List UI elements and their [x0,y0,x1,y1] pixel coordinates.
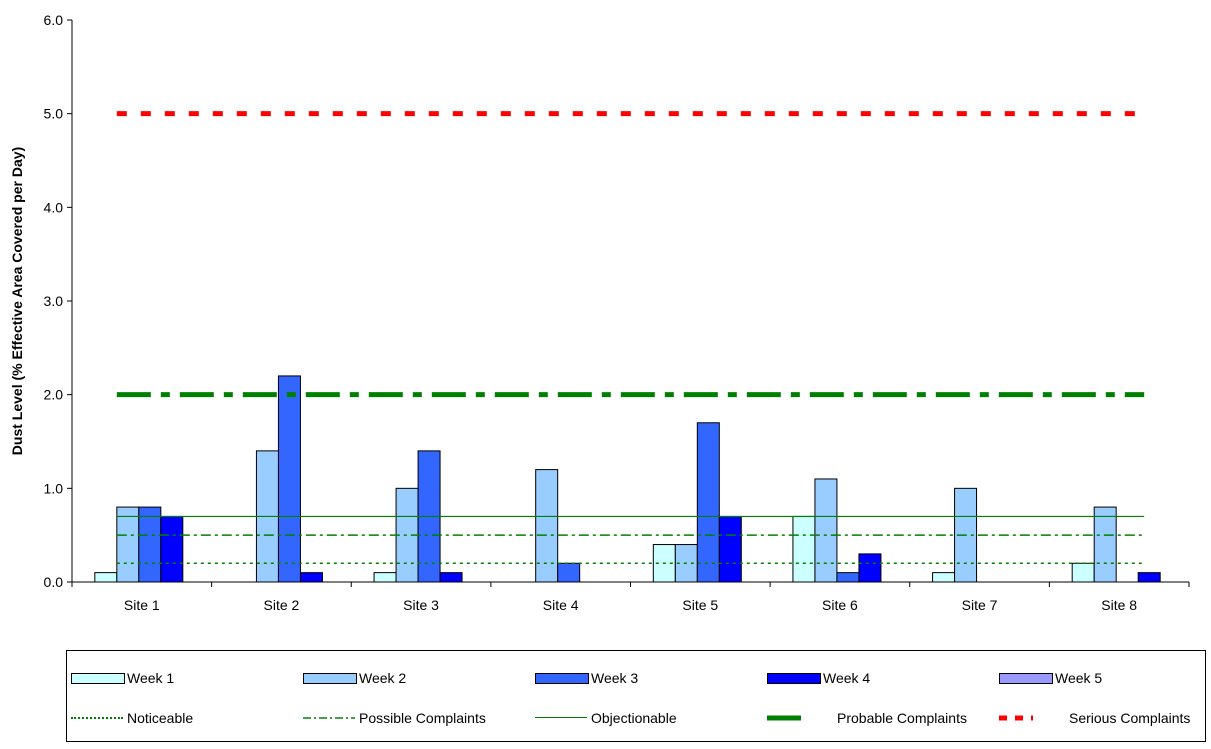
bar-week-3 [138,506,162,583]
bar-week-4 [858,553,882,583]
probable-complaints-swatch [767,713,819,723]
legend-item-week-4: Week 4 [767,668,870,688]
bar-week-1 [792,515,816,583]
legend-label: Possible Complaints [359,710,486,726]
bar-week-1 [94,572,118,583]
noticeable-swatch [71,713,123,723]
y-tick-label: 5.0 [44,106,64,122]
bar-week-1 [373,572,397,583]
x-tick-label: Site 5 [682,597,718,613]
bar-week-1 [932,572,956,583]
dust-level-chart: 0.0 1.0 2.0 3.0 4.0 5.0 6.0 Site 1 Site 2 Site 3… [9,12,1190,613]
legend-label: Serious Complaints [1069,710,1191,726]
x-tick-label: Site 3 [403,597,439,613]
legend: Week 1 Week 2 Week 3 Week 4 Week 5 Notic… [66,650,1206,742]
legend-label: Noticeable [127,710,194,726]
week-3-swatch [535,672,589,684]
legend-item-noticeable: Noticeable [71,708,193,728]
legend-item-probable-complaints: Probable Complaints [767,708,967,728]
bar-week-2 [814,478,838,583]
legend-label: Week 2 [359,670,407,686]
legend-label: Week 5 [1055,670,1103,686]
y-tick-label: 2.0 [44,387,64,403]
bar-week-4 [1137,572,1161,583]
serious-complaints-swatch [999,713,1051,723]
y-tick-label: 4.0 [44,199,64,215]
legend-label: Objectionable [591,710,677,726]
x-tick-label: Site 6 [822,597,858,613]
bar-week-3 [277,375,301,583]
x-tick-label: Site 8 [1101,597,1137,613]
bar-week-4 [299,572,323,583]
bar-week-2 [1093,506,1117,583]
y-tick-label: 6.0 [44,12,64,28]
y-tick-label: 1.0 [44,480,64,496]
x-tick-label: Site 1 [124,597,160,613]
bar-week-3 [696,422,720,583]
legend-item-week-5: Week 5 [999,668,1102,688]
legend-item-week-1: Week 1 [71,668,174,688]
week-1-swatch [71,672,125,684]
bar-week-3 [557,562,581,583]
legend-item-objectionable: Objectionable [535,708,677,728]
bar-week-3 [836,572,860,583]
legend-label: Week 4 [823,670,871,686]
week-5-swatch [999,672,1053,684]
bar-week-4 [439,572,463,583]
bar-week-4 [160,515,184,583]
y-tick-label: 0.0 [44,574,64,590]
bar-week-2 [535,469,559,583]
week-4-swatch [767,672,821,684]
bar-week-2 [116,506,140,583]
legend-label: Probable Complaints [837,710,967,726]
bar-week-4 [718,515,742,583]
threshold-lines [116,111,1145,565]
x-tick-label: Site 4 [543,597,579,613]
legend-label: Week 1 [127,670,175,686]
axes [71,20,1189,583]
objectionable-swatch [535,713,587,723]
bar-week-1 [1071,562,1095,583]
x-tick-label: Site 2 [264,597,300,613]
legend-item-serious-complaints: Serious Complaints [999,708,1190,728]
y-tick-label: 3.0 [44,293,64,309]
legend-label: Week 3 [591,670,639,686]
bars-layer [94,375,1161,583]
y-axis-title: Dust Level (% Effective Area Covered per… [9,147,25,455]
x-ticks: Site 1 Site 2 Site 3 Site 4 Site 5 Site 6 Site… [71,582,1190,613]
y-ticks: 0.0 1.0 2.0 3.0 4.0 5.0 6.0 [44,12,72,590]
legend-item-week-2: Week 2 [303,668,406,688]
x-tick-label: Site 7 [962,597,998,613]
legend-item-week-3: Week 3 [535,668,638,688]
possible-complaints-swatch [303,713,355,723]
legend-item-possible-complaints: Possible Complaints [303,708,486,728]
week-2-swatch [303,672,357,684]
